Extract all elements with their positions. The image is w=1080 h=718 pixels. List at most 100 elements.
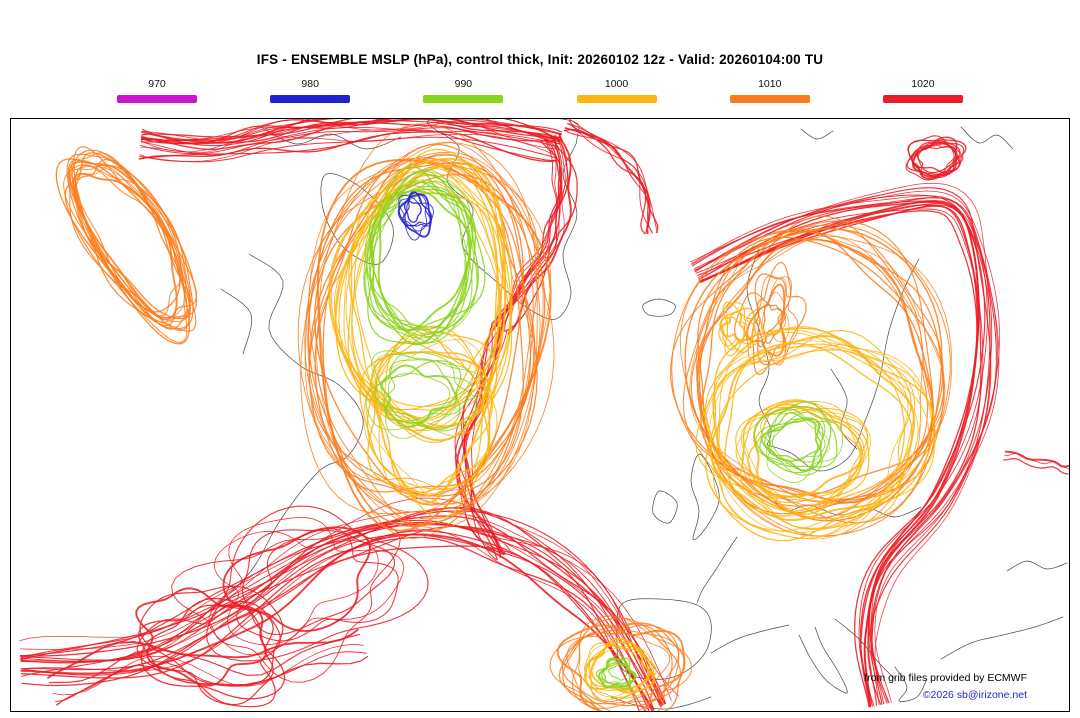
contour-strand-1020: [55, 651, 367, 702]
contour-strand-990: [365, 351, 478, 432]
contour-strand-990: [597, 654, 636, 685]
coastline-path: [220, 288, 253, 355]
contour-strand-1010: [66, 153, 194, 330]
contour-strand-1020: [213, 530, 379, 646]
contour-strand-1000: [705, 340, 922, 537]
coastline-path: [260, 126, 402, 150]
contour-strand-1000: [378, 334, 498, 498]
contour-strand-990: [387, 372, 451, 422]
attribution-line2: ©2026 sb@irizone.net: [922, 688, 1027, 701]
contour-strand-990: [601, 662, 631, 688]
contour-strand-1020: [52, 643, 364, 696]
contour-strand-990: [367, 166, 486, 345]
contour-strand-1020: [563, 128, 647, 235]
contour-strand-1020: [20, 533, 654, 711]
contour-strand-1000: [347, 160, 513, 432]
contour-strand-1000: [695, 329, 912, 530]
legend-label: 1010: [758, 78, 782, 90]
contour-strand-1020: [698, 201, 982, 707]
coastline-path: [426, 119, 580, 320]
coastline-path: [940, 616, 1064, 660]
contour-strand-1020: [140, 126, 560, 156]
contour-strand-990: [365, 170, 478, 339]
contour-strand-1020: [504, 134, 578, 332]
contour-strand-1000: [724, 342, 913, 517]
legend-item-1020: 1020: [882, 78, 963, 103]
contour-strand-990: [377, 189, 472, 331]
contour-strand-1020: [496, 138, 562, 327]
contour-strand-1020: [48, 633, 361, 684]
contour-strand-1020: [694, 194, 991, 705]
contour-strand-1010: [558, 622, 686, 711]
legend-item-990: 990: [423, 78, 504, 103]
map-canvas: from grib files provided by ECMWF ©2026 …: [10, 118, 1070, 712]
contour-strand-1020: [20, 529, 654, 711]
legend-color-bar: [729, 95, 810, 103]
contour-strand-1010: [761, 291, 787, 336]
contour-strand-1020: [208, 517, 405, 656]
contour-strand-1020: [567, 123, 653, 234]
contour-strand-1010: [700, 228, 934, 496]
coastline-path: [642, 298, 676, 317]
contour-strand-1010: [697, 230, 945, 519]
contour-strand-1010: [74, 165, 191, 323]
coastline-path: [1006, 560, 1068, 572]
contour-strand-1020: [567, 123, 653, 234]
contour-strand-990: [765, 408, 831, 465]
contour-strand-1020: [1003, 458, 1069, 475]
contour-strand-990: [364, 172, 480, 343]
contour-strand-1010: [300, 123, 555, 515]
contour-strand-1000: [588, 641, 650, 692]
contour-strand-1010: [74, 166, 185, 319]
contour-strand-990: [602, 659, 637, 689]
ensemble-mslp-map: [19, 119, 1069, 711]
chart-title: IFS - ENSEMBLE MSLP (hPa), control thick…: [256, 52, 824, 67]
contour-strand-1000: [708, 346, 919, 533]
contour-strand-1010: [746, 283, 786, 357]
contour-strand-1020: [694, 187, 992, 705]
contour-strand-990: [755, 411, 826, 476]
contour-strand-990: [383, 359, 473, 427]
contour-strand-1010: [308, 165, 540, 532]
coastline-path: [798, 626, 848, 694]
legend-item-970: 970: [117, 78, 197, 103]
contour-strand-980: [402, 191, 432, 227]
legend-item-1010: 1010: [729, 78, 810, 103]
legend-color-bar: [882, 95, 963, 103]
contour-strand-1020: [917, 142, 964, 176]
coastline-path: [690, 453, 720, 541]
contour-strand-990: [608, 663, 628, 681]
contour-strand-1010: [572, 615, 692, 709]
contour-strand-1010: [308, 143, 538, 506]
contour-strand-1000: [718, 302, 756, 347]
coastline-path: [616, 598, 712, 680]
contour-strand-1000: [719, 307, 756, 353]
contour-strand-990: [759, 401, 838, 468]
contour-strand-1010: [297, 141, 538, 529]
contour-strand-980: [404, 191, 433, 227]
contour-strand-1020: [56, 656, 369, 706]
contour-strand-1020: [138, 604, 274, 706]
legend-color-bar: [270, 95, 351, 103]
contour-strand-1020: [564, 129, 651, 235]
contour-strand-1000: [740, 408, 869, 515]
contour-strand-1020: [1004, 452, 1069, 470]
contour-strand-1000: [359, 331, 498, 519]
contour-strand-1010: [556, 624, 686, 711]
contour-strand-1000: [343, 168, 504, 432]
coastline-path: [652, 490, 678, 524]
contour-strand-1000: [735, 407, 868, 515]
legend-color-bar: [576, 95, 657, 103]
legend-label: 990: [454, 78, 473, 90]
contour-strand-1020: [206, 505, 429, 662]
contour-strand-1000: [585, 641, 655, 699]
contour-strand-990: [368, 181, 477, 346]
contour-strand-1000: [328, 157, 507, 442]
contour-strand-990: [371, 350, 486, 439]
coastline-path: [696, 536, 738, 604]
contour-strand-1020: [140, 121, 560, 153]
contour-strand-1000: [333, 163, 511, 437]
legend-color-bar: [423, 95, 504, 103]
contour-strand-1010: [690, 228, 944, 507]
contour-strand-980: [398, 194, 434, 241]
